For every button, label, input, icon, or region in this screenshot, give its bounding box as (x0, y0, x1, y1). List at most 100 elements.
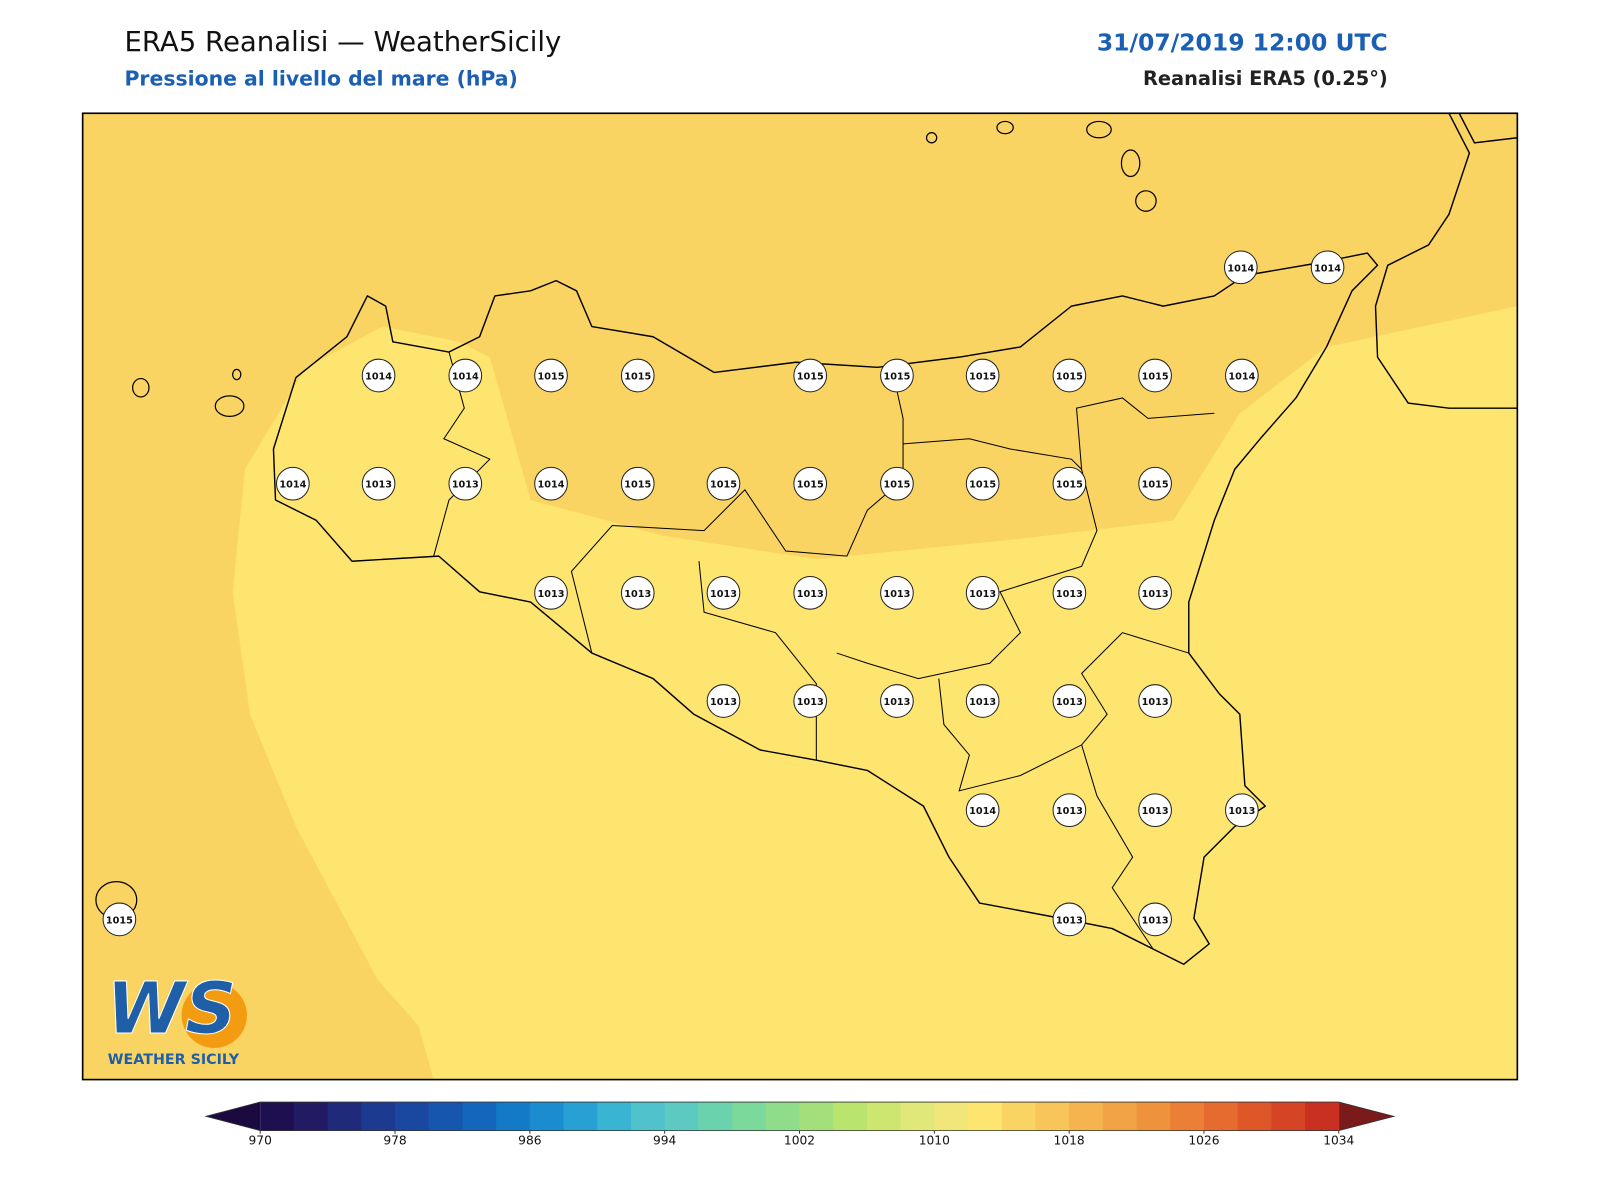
colorbar: 970 978 986 994 1002 1010 1018 1026 1034 (204, 1101, 1396, 1147)
colorbar-segment (698, 1102, 733, 1131)
province-borders (1081, 744, 1154, 950)
station-value: 1013 (1056, 589, 1083, 600)
station-marker (534, 358, 568, 393)
station-marker (620, 466, 655, 501)
logo-mark: WS (106, 967, 236, 1050)
station-marker (1052, 358, 1087, 393)
station-marker (706, 576, 741, 610)
colorbar-segment (1001, 1102, 1036, 1131)
colorbar-segment (395, 1102, 430, 1131)
station-value: 1015 (106, 915, 133, 926)
colorbar-tick-label: 1034 (1323, 1133, 1354, 1147)
station-marker (1223, 250, 1258, 285)
province-borders (903, 438, 1082, 470)
station-marker (1138, 466, 1172, 501)
colorbar-segment (732, 1102, 767, 1131)
station-value: 1015 (1142, 480, 1169, 491)
station-value: 1013 (538, 589, 565, 600)
colorbar-segment (1102, 1102, 1138, 1131)
station-marker (880, 466, 914, 501)
station-marker (361, 358, 396, 393)
station-marker (1138, 793, 1172, 828)
station-value: 1014 (538, 480, 565, 491)
station-marker (620, 576, 655, 610)
station-value: 1013 (710, 697, 737, 708)
station-value: 1013 (1142, 697, 1169, 708)
colorbar-segment (529, 1102, 565, 1131)
colorbar-tick-label: 1010 (919, 1133, 950, 1147)
colorbar-segment (327, 1102, 362, 1131)
colorbar-segment (361, 1102, 396, 1131)
colorbar-tick-label: 994 (653, 1133, 677, 1147)
colorbar-segment (765, 1102, 800, 1131)
station-value: 1014 (1314, 263, 1341, 274)
station-value: 1014 (452, 372, 479, 383)
calabria-coastline (1374, 112, 1518, 409)
station-marker (880, 684, 914, 718)
title: ERA5 Reanalisi — WeatherSicily (124, 26, 561, 58)
colorbar-tick-label: 978 (383, 1133, 406, 1147)
station-marker (965, 684, 1000, 718)
station-value: 1013 (624, 589, 651, 600)
station-value: 1013 (365, 480, 392, 491)
station-value: 1015 (624, 372, 651, 383)
pressure-field-low (232, 306, 1518, 1080)
station-marker (276, 466, 310, 501)
station-marker (1138, 358, 1172, 393)
station-marker (361, 466, 396, 501)
colorbar-segment (496, 1102, 531, 1131)
colorbar-segment (1271, 1102, 1306, 1131)
station-marker (793, 576, 828, 610)
station-marker (706, 466, 741, 501)
station-labels: 1014 1014 1014 1014 1015 1015 1015 1015 1015 1015… (102, 250, 1345, 937)
station-marker (102, 902, 137, 937)
datetime: 31/07/2019 12:00 UTC (1097, 28, 1388, 56)
station-value: 1013 (1056, 915, 1083, 926)
station-marker (534, 466, 568, 501)
colorbar-segment (968, 1102, 1003, 1131)
station-value: 1013 (883, 697, 910, 708)
source: Reanalisi ERA5 (0.25°) (1143, 67, 1388, 90)
colorbar-segment (563, 1102, 598, 1131)
station-marker (448, 466, 483, 501)
logo-sun (181, 982, 247, 1048)
map-frame (81, 112, 1519, 1081)
station-value: 1013 (883, 589, 910, 600)
station-marker (1225, 793, 1259, 828)
station-value: 1015 (1056, 480, 1083, 491)
colorbar-tick-label: 986 (518, 1133, 542, 1147)
station-marker (793, 684, 828, 718)
colorbar-segment (934, 1102, 969, 1131)
station-marker (1052, 576, 1087, 610)
station-value: 1013 (452, 480, 479, 491)
station-marker (880, 576, 914, 610)
colorbar-segment (597, 1102, 632, 1131)
station-marker (1052, 902, 1087, 937)
station-value: 1013 (1056, 697, 1083, 708)
station-marker (1310, 250, 1345, 285)
station-value: 1014 (1228, 372, 1255, 383)
station-value: 1015 (1056, 372, 1083, 383)
colorbar-segment (664, 1102, 699, 1131)
colorbar-segment (462, 1102, 497, 1131)
colorbar-over (1338, 1102, 1394, 1131)
station-value: 1015 (883, 372, 910, 383)
station-value: 1015 (1142, 372, 1169, 383)
station-value: 1013 (1142, 806, 1169, 817)
map: 1014 1014 1014 1014 1015 1015 1015 1015 1015 1015… (81, 112, 1519, 1081)
station-marker (793, 358, 828, 393)
colorbar-segment (1170, 1102, 1205, 1131)
colorbar-tick-label: 1018 (1054, 1133, 1085, 1147)
station-value: 1013 (969, 589, 996, 600)
colorbar-segment (900, 1102, 935, 1131)
station-marker (1138, 576, 1172, 610)
station-marker (1052, 684, 1087, 718)
colorbar-segment (630, 1102, 666, 1131)
logo-name: WEATHER SICILY (108, 1052, 240, 1068)
station-marker (965, 793, 1000, 828)
sicily-coastline (272, 252, 1379, 965)
station-value: 1013 (797, 697, 824, 708)
station-value: 1013 (797, 589, 824, 600)
colorbar-segment (1069, 1102, 1104, 1131)
